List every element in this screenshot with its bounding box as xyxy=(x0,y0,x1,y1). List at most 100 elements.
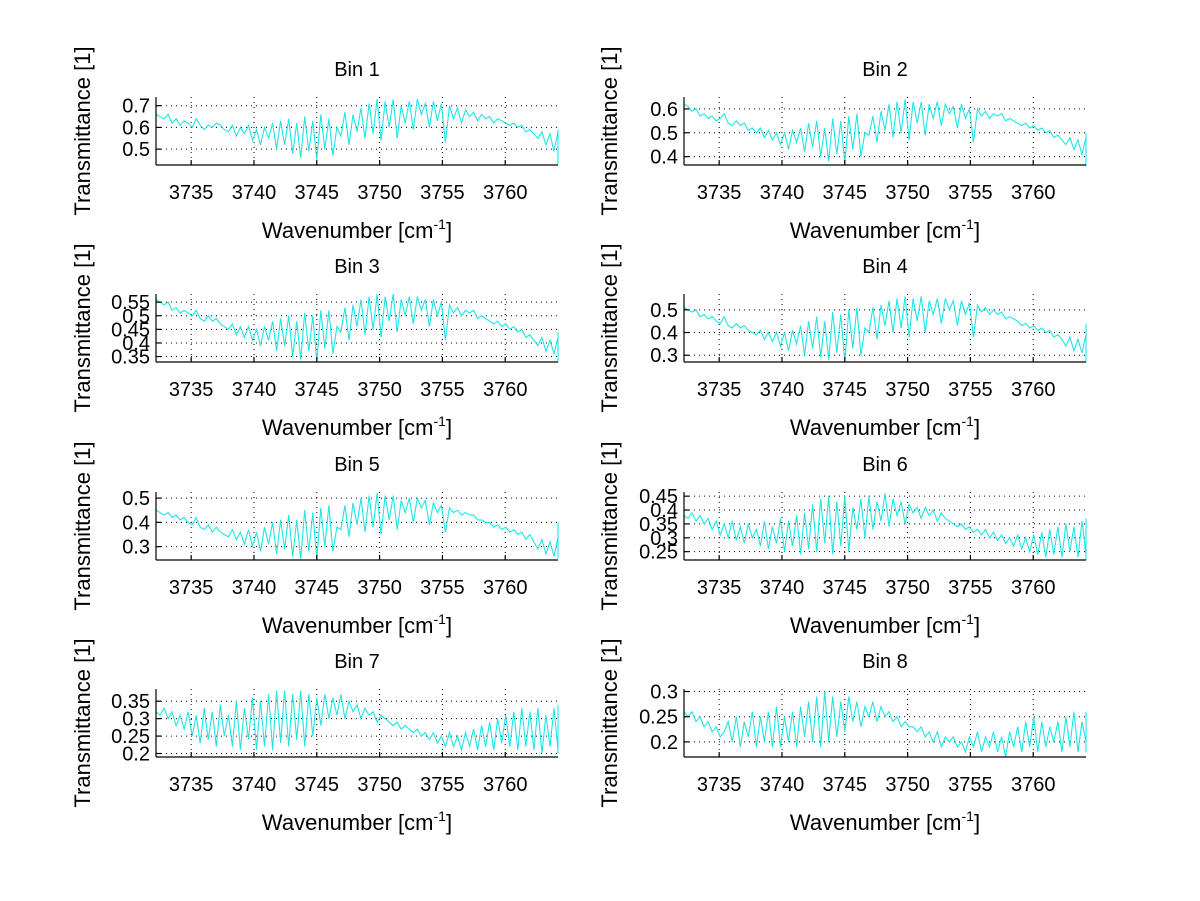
x-tick-label: 3750 xyxy=(357,379,402,401)
subplot-title: Bin 7 xyxy=(334,651,380,673)
x-tick-label: 3760 xyxy=(483,774,528,796)
x-tick-label: 3755 xyxy=(948,182,993,204)
x-tick-label: 3750 xyxy=(885,182,930,204)
data-line-bin-2 xyxy=(683,99,1087,167)
x-tick-label: 3735 xyxy=(697,577,742,599)
x-tick-label: 3755 xyxy=(420,577,465,599)
subplot-3: 3735 3740 3745 3750 3755 3760 0.350.40.450.50.… xyxy=(70,243,559,440)
subplot-title: Bin 3 xyxy=(334,256,380,278)
data-line-bin-8 xyxy=(683,691,1087,758)
x-tick-label: 3735 xyxy=(169,577,214,599)
x-tick-label: 3760 xyxy=(483,182,528,204)
x-tick-label: 3755 xyxy=(948,379,993,401)
subplot-title: Bin 1 xyxy=(334,59,380,81)
data-line-bin-3 xyxy=(155,293,559,363)
x-axis-label: Wavenumber [cm-1] xyxy=(790,808,980,835)
y-tick-label: 0.6 xyxy=(122,117,150,139)
y-tick-label: 0.3 xyxy=(650,682,678,704)
x-tick-label: 3735 xyxy=(697,182,742,204)
x-axis-label: Wavenumber [cm-1] xyxy=(790,216,980,243)
x-tick-label: 3735 xyxy=(169,182,214,204)
x-tick-label: 3745 xyxy=(295,577,340,599)
x-tick-label: 3760 xyxy=(483,577,528,599)
y-tick-label: 0.3 xyxy=(650,345,678,367)
x-axis-label: Wavenumber [cm-1] xyxy=(262,216,452,243)
x-tick-label: 3750 xyxy=(357,182,402,204)
x-tick-label: 3735 xyxy=(697,774,742,796)
x-tick-label: 3740 xyxy=(760,577,805,599)
y-axis-label: Transmittance [1] xyxy=(70,46,95,215)
y-axis-label: Transmittance [1] xyxy=(597,46,622,215)
y-tick-label: 0.35 xyxy=(111,691,150,713)
y-axis-label: Transmittance [1] xyxy=(70,243,95,412)
y-tick-label: 0.55 xyxy=(111,292,150,314)
y-tick-label: 0.4 xyxy=(122,512,150,534)
x-tick-label: 3745 xyxy=(295,379,340,401)
subplot-title: Bin 4 xyxy=(862,256,908,278)
y-tick-label: 0.4 xyxy=(650,147,678,169)
subplot-6: 3735 3740 3745 3750 3755 3760 0.250.30.350.40.… xyxy=(597,441,1087,638)
y-tick-label: 0.2 xyxy=(122,744,150,766)
y-tick-label: 0.5 xyxy=(650,123,678,145)
y-tick-label: 0.5 xyxy=(650,300,678,322)
data-line-bin-6 xyxy=(683,493,1087,560)
subplot-5: 3735 3740 3745 3750 3755 3760 0.3 0.40.5 Bin 5 Wa… xyxy=(70,441,559,638)
x-tick-label: 3745 xyxy=(295,182,340,204)
y-tick-label: 0.35 xyxy=(639,514,678,536)
x-tick-label: 3745 xyxy=(823,379,868,401)
x-tick-label: 3755 xyxy=(420,379,465,401)
subplot-8: 3735 3740 3745 3750 3755 3760 0.2 0.25 0.3 Bin 8 W… xyxy=(597,638,1087,835)
x-tick-label: 3750 xyxy=(885,577,930,599)
x-tick-label: 3745 xyxy=(823,182,868,204)
y-tick-label: 0.45 xyxy=(639,486,678,508)
x-tick-label: 3740 xyxy=(232,774,277,796)
y-tick-label: 0.5 xyxy=(122,306,150,328)
subplot-title: Bin 8 xyxy=(862,651,908,673)
y-tick-label: 0.25 xyxy=(639,542,678,564)
x-axis-label: Wavenumber [cm-1] xyxy=(262,413,452,440)
x-tick-label: 3760 xyxy=(1011,182,1056,204)
x-tick-label: 3755 xyxy=(948,774,993,796)
x-tick-label: 3755 xyxy=(420,182,465,204)
x-tick-label: 3760 xyxy=(483,379,528,401)
y-tick-label: 0.4 xyxy=(122,333,150,355)
y-axis-label: Transmittance [1] xyxy=(597,243,622,412)
y-tick-label: 0.5 xyxy=(122,488,150,510)
x-tick-label: 3760 xyxy=(1011,774,1056,796)
y-tick-label: 0.4 xyxy=(650,323,678,345)
x-tick-label: 3735 xyxy=(169,774,214,796)
y-tick-label: 0.7 xyxy=(122,96,150,118)
subplot-1: 3735 3740 3745 3750 3755 3760 0.50.60.7 Bin 1 Wa… xyxy=(70,46,559,243)
y-axis-label: Transmittance [1] xyxy=(597,441,622,610)
subplot-title: Bin 6 xyxy=(862,454,908,476)
x-axis-label: Wavenumber [cm-1] xyxy=(262,808,452,835)
y-tick-label: 0.4 xyxy=(650,500,678,522)
x-tick-label: 3750 xyxy=(885,379,930,401)
x-tick-label: 3740 xyxy=(232,577,277,599)
x-tick-label: 3735 xyxy=(169,379,214,401)
x-tick-label: 3760 xyxy=(1011,379,1056,401)
subplot-2: 3735 3740 3745 3750 3755 3760 0.40.50.6 Bin 2 Wa… xyxy=(597,46,1087,243)
x-tick-label: 3755 xyxy=(420,774,465,796)
y-tick-label: 0.2 xyxy=(650,732,678,754)
y-axis-label: Transmittance [1] xyxy=(70,441,95,610)
x-tick-label: 3755 xyxy=(948,577,993,599)
data-line-bin-4 xyxy=(683,296,1087,363)
x-tick-label: 3740 xyxy=(760,182,805,204)
x-tick-label: 3750 xyxy=(357,774,402,796)
subplot-4: 3735 3740 3745 3750 3755 3760 0.30.40.5 Bin 4 Wa… xyxy=(597,243,1087,440)
x-tick-label: 3745 xyxy=(823,774,868,796)
y-tick-label: 0.6 xyxy=(650,99,678,121)
y-tick-label: 0.25 xyxy=(639,707,678,729)
x-tick-label: 3745 xyxy=(295,774,340,796)
x-tick-label: 3735 xyxy=(697,379,742,401)
y-axis-label: Transmittance [1] xyxy=(70,638,95,807)
y-tick-label: 0.3 xyxy=(650,528,678,550)
y-tick-label: 0.3 xyxy=(122,709,150,731)
subplot-7: 3735 3740 3745 3750 3755 3760 0.20.250.30.35 Bi… xyxy=(70,638,559,835)
x-tick-label: 3750 xyxy=(357,577,402,599)
x-axis-label: Wavenumber [cm-1] xyxy=(790,611,980,638)
x-axis-label: Wavenumber [cm-1] xyxy=(790,413,980,440)
